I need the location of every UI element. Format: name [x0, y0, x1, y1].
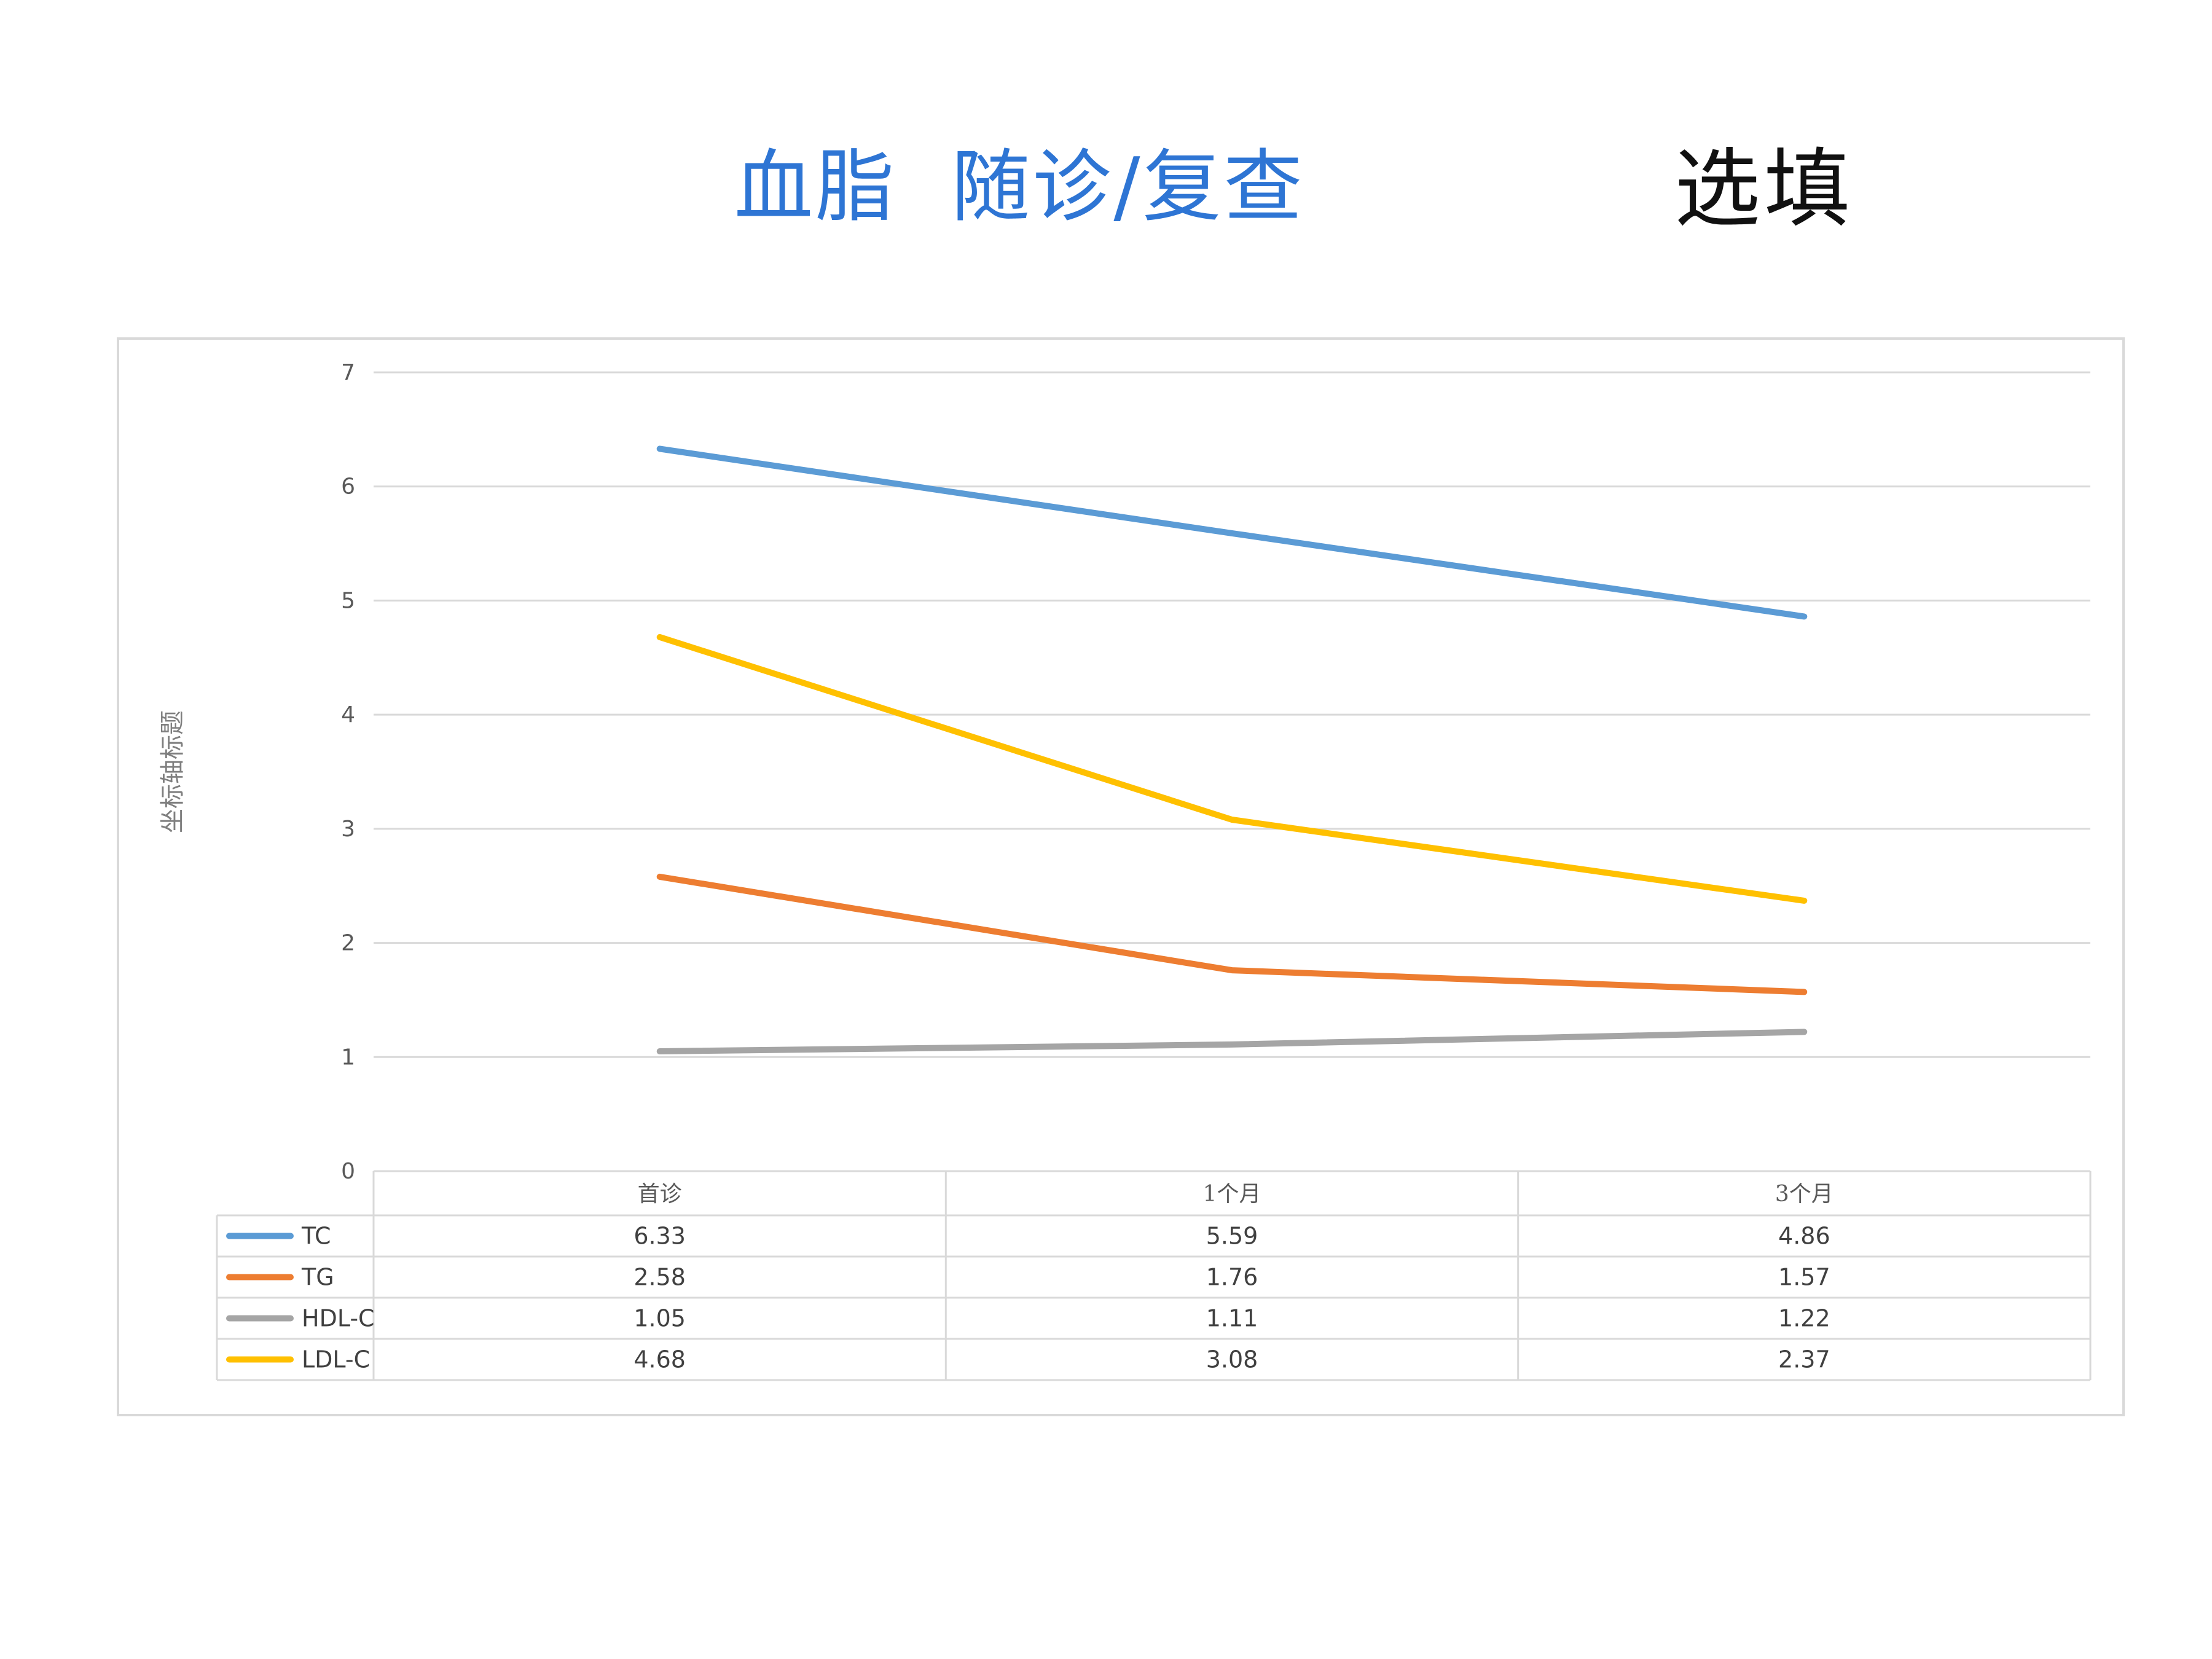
x-category-label: 首诊 — [638, 1182, 682, 1207]
y-tick-label: 2 — [341, 931, 355, 956]
legend-label: TG — [301, 1264, 334, 1291]
y-tick-label: 3 — [341, 817, 355, 842]
data-table-value: 5.59 — [1206, 1223, 1258, 1250]
page-title: 血脂 随诊/复查 — [734, 141, 1305, 233]
data-table-value: 1.11 — [1206, 1305, 1258, 1332]
legend-label: TC — [301, 1223, 331, 1250]
y-tick-label: 6 — [341, 474, 355, 500]
data-point — [659, 448, 661, 450]
data-table-value: 1.57 — [1778, 1264, 1830, 1291]
y-tick-label: 4 — [341, 702, 355, 728]
data-point — [659, 876, 661, 877]
data-table-value: 1.76 — [1206, 1264, 1258, 1291]
legend-label: HDL-C — [302, 1305, 375, 1332]
y-tick-label: 1 — [341, 1045, 355, 1070]
data-point — [1803, 1031, 1805, 1033]
x-category-label: 3个月 — [1775, 1182, 1834, 1207]
data-table-value: 2.58 — [633, 1264, 686, 1291]
series-line-hdl-c — [656, 1029, 1808, 1054]
data-table-value: 1.05 — [633, 1305, 686, 1332]
data-table-value: 4.86 — [1778, 1223, 1830, 1250]
y-axis-title: 坐标轴标题 — [159, 710, 187, 833]
data-table-value: 3.08 — [1206, 1346, 1258, 1373]
x-category-label: 1个月 — [1203, 1182, 1261, 1207]
y-tick-label: 7 — [341, 360, 355, 385]
chart-area: 0 1 2 3 4 5 6 7 坐标轴标题首诊 1个月 3个月 TC 6.33 5.59 4.86 TG 2.5… — [117, 337, 2125, 1416]
y-tick-label: 0 — [341, 1159, 355, 1184]
data-point — [1803, 900, 1805, 901]
data-table-value: 1.22 — [1778, 1305, 1830, 1332]
data-point — [659, 636, 661, 638]
y-tick-label: 5 — [341, 588, 355, 613]
data-point — [1231, 970, 1233, 971]
data-table-value: 4.68 — [633, 1346, 686, 1373]
optional-note: 选填 — [1674, 139, 1854, 240]
series-line-tg — [656, 873, 1808, 995]
legend-label: LDL-C — [302, 1346, 370, 1373]
data-point — [1803, 616, 1805, 618]
data-table-value: 6.33 — [633, 1223, 686, 1250]
data-point — [659, 1051, 661, 1052]
data-table-value: 2.37 — [1778, 1346, 1830, 1373]
data-point — [1231, 1043, 1233, 1045]
series-line-ldl-c — [656, 633, 1808, 904]
data-point — [1803, 991, 1805, 993]
data-point — [1231, 819, 1233, 820]
data-point — [1231, 532, 1233, 534]
